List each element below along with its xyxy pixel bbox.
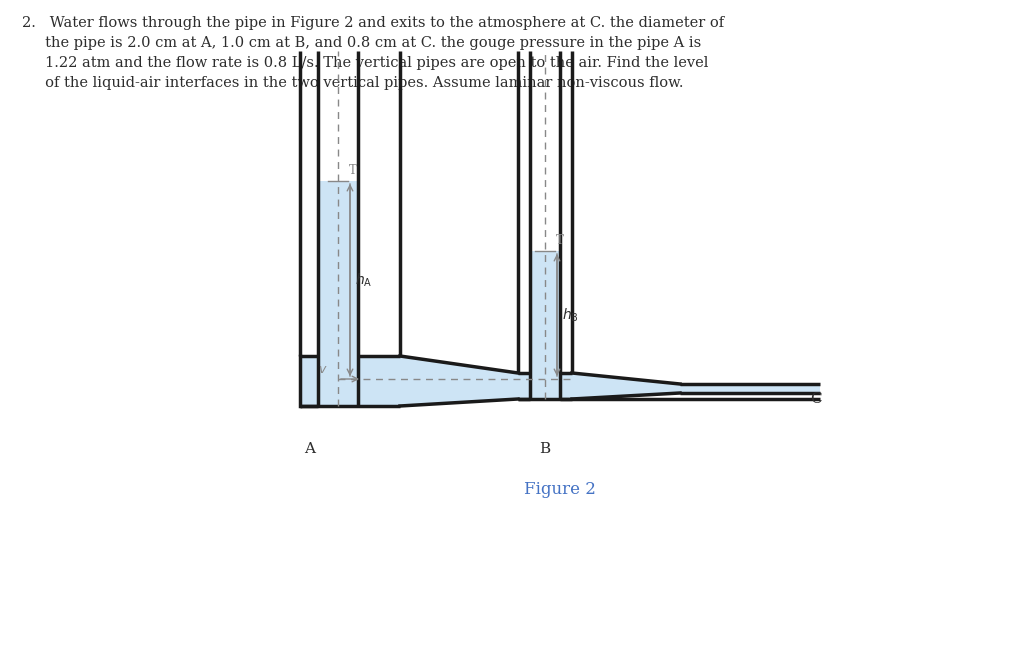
Text: 2.   Water flows through the pipe in Figure 2 and exits to the atmosphere at C. : 2. Water flows through the pipe in Figur… [22,16,724,90]
Polygon shape [530,251,560,373]
Text: A: A [305,442,316,456]
Text: Figure 2: Figure 2 [524,481,596,498]
Text: $h_\mathrm{B}$: $h_\mathrm{B}$ [562,306,579,324]
Text: $v$: $v$ [318,362,327,375]
Text: $h_\mathrm{A}$: $h_\mathrm{A}$ [355,271,372,289]
Text: C: C [810,392,822,406]
Text: B: B [540,442,550,456]
Text: T: T [556,234,564,247]
Polygon shape [300,356,821,406]
Text: T: T [349,164,356,177]
Polygon shape [318,181,358,356]
